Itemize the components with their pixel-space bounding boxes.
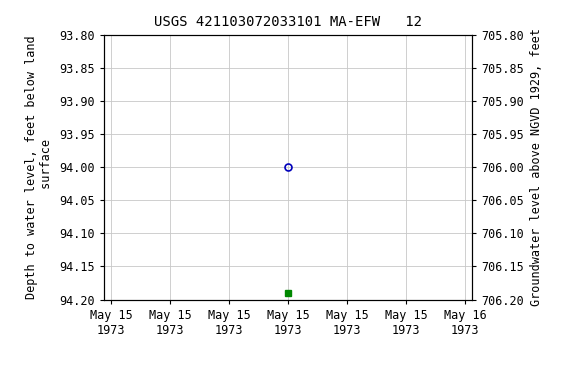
Y-axis label: Depth to water level, feet below land
 surface: Depth to water level, feet below land su…	[25, 35, 54, 299]
Y-axis label: Groundwater level above NGVD 1929, feet: Groundwater level above NGVD 1929, feet	[530, 28, 543, 306]
Title: USGS 421103072033101 MA-EFW   12: USGS 421103072033101 MA-EFW 12	[154, 15, 422, 29]
